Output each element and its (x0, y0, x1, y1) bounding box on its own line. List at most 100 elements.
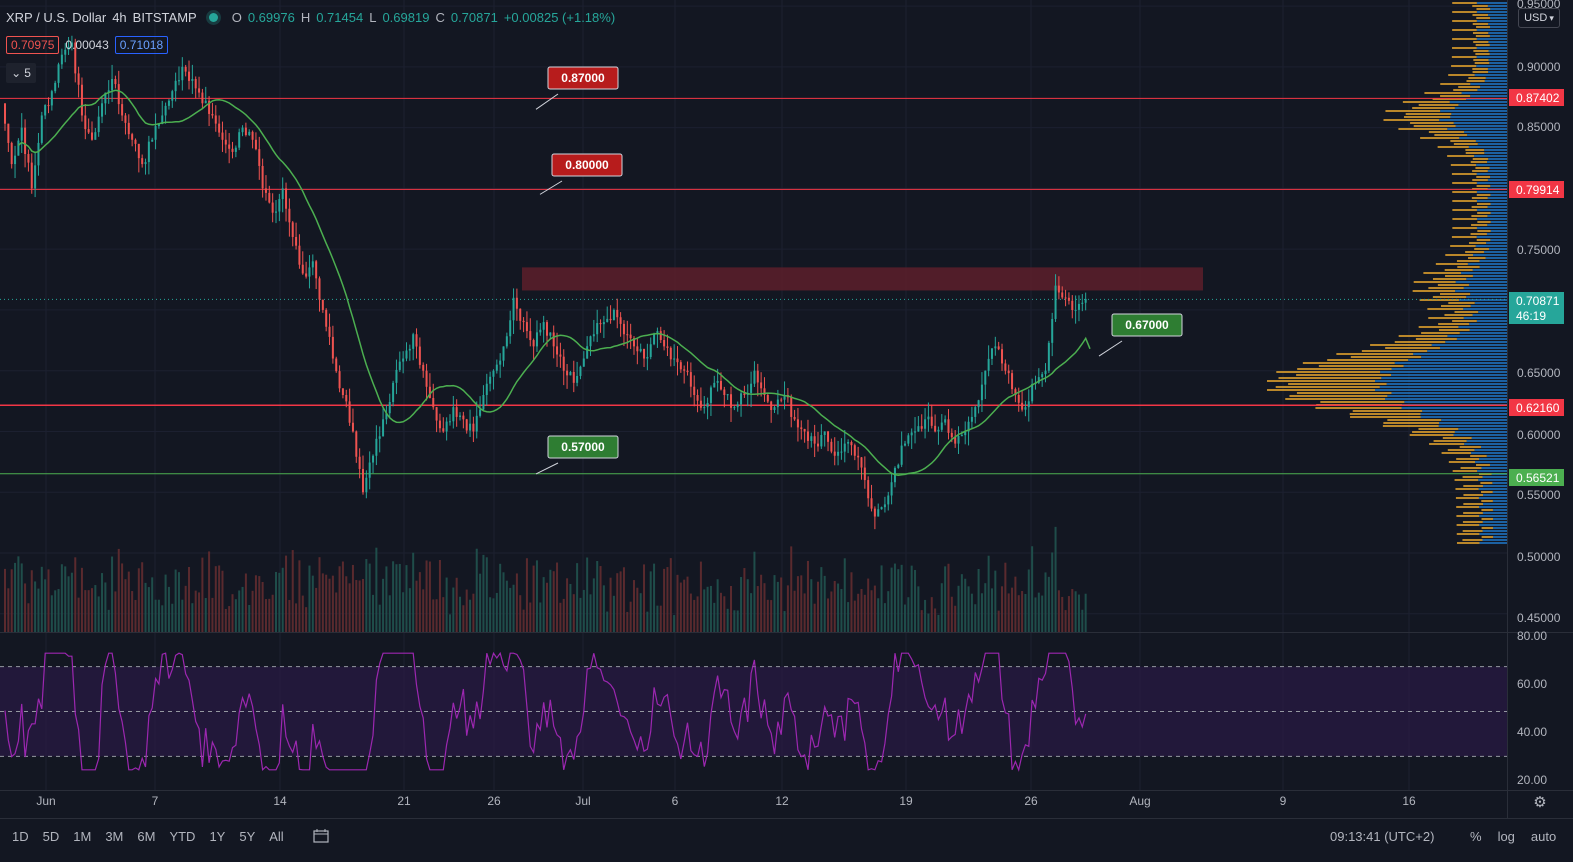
sell-price-button[interactable]: 0.70975 (6, 36, 60, 54)
volume-bar (636, 587, 639, 632)
volume-bar (44, 579, 47, 632)
currency-button[interactable]: USD ▾ (1518, 8, 1560, 28)
horizontal-levels[interactable] (0, 97, 1507, 475)
volume-profile-bar (1451, 56, 1477, 58)
volume-profile-bar (1490, 17, 1507, 19)
range-button-1y[interactable]: 1Y (209, 829, 226, 844)
range-button-1d[interactable]: 1D (12, 829, 29, 844)
volume-bar (87, 590, 90, 632)
volume-profile-bar (1478, 479, 1507, 481)
symbol-name[interactable]: XRP / U.S. Dollar (6, 10, 107, 25)
price-callouts[interactable]: 0.87000 0.80000 0.67000 0.57000 (535, 66, 1183, 475)
volume-profile-bar (1433, 440, 1467, 442)
candle-body (459, 415, 462, 417)
volume-bar (997, 610, 1000, 632)
volume-profile-bar (1476, 464, 1490, 466)
volume-profile-bar (1450, 116, 1507, 118)
volume-bar (669, 558, 672, 632)
price-callout[interactable]: 0.67000 (1098, 313, 1183, 357)
volume-bar (786, 585, 789, 632)
volume-bar (944, 566, 947, 632)
volume-bar (893, 563, 896, 632)
volume-profile-bar (1469, 329, 1507, 331)
volume-profile-bar (1276, 371, 1381, 373)
volume-bar (994, 570, 997, 632)
volume-bar (1014, 576, 1017, 632)
volume-bar (335, 592, 338, 632)
range-button-5d[interactable]: 5D (42, 829, 60, 844)
volume-profile-bar (1489, 26, 1507, 28)
range-button-5y[interactable]: 5Y (239, 829, 256, 844)
candle-body (188, 71, 191, 81)
volume-bar (201, 557, 204, 632)
candle-body (1021, 402, 1024, 410)
volume-profile-bar (1453, 143, 1478, 145)
candle-body (576, 375, 579, 383)
volume-bar (1001, 586, 1004, 632)
range-button-all[interactable]: All (269, 829, 284, 844)
candle-body (285, 188, 288, 209)
resistance-zone[interactable] (522, 267, 1203, 291)
range-button-ytd[interactable]: YTD (169, 829, 196, 844)
range-button-1m[interactable]: 1M (73, 829, 92, 844)
volume-profile-bar (1482, 530, 1507, 532)
volume-profile-bar (1435, 263, 1468, 265)
candle-body (980, 384, 983, 401)
price-callout[interactable]: 0.80000 (539, 153, 623, 195)
volume-profile-bar (1481, 518, 1493, 520)
candle-body (927, 416, 930, 420)
percent-scale-button[interactable]: % (1470, 829, 1482, 844)
volume-profile-bar (1428, 131, 1465, 133)
volume-bar (167, 586, 170, 632)
indicators-toggle-button[interactable]: ⌄ 5 (6, 63, 36, 83)
volume-profile-bar (1473, 59, 1489, 61)
candle-body (308, 267, 311, 277)
volume-profile-bar (1479, 506, 1507, 508)
price-axis[interactable]: 0.95000 0.90000 0.85000 0.75000 0.65000 0.600… (1509, 0, 1564, 625)
range-button-3m[interactable]: 3M (105, 829, 124, 844)
volume-bar (191, 603, 194, 632)
candle-body (1027, 401, 1030, 408)
candle-body (479, 409, 482, 416)
log-scale-button[interactable]: log (1497, 829, 1515, 844)
volume-profile-bar (1471, 206, 1488, 208)
volume-profile-bar (1478, 488, 1507, 490)
candle-body (1054, 285, 1057, 319)
candle-body (54, 82, 57, 92)
volume-bar (218, 565, 221, 632)
candle-body (10, 142, 13, 165)
range-button-6m[interactable]: 6M (137, 829, 156, 844)
price-callout[interactable]: 0.87000 (535, 66, 619, 110)
volume-bar (756, 586, 759, 632)
candle-body (964, 431, 967, 436)
volume-profile-bar (1489, 35, 1507, 37)
settings-gear-icon[interactable]: ⚙ (1533, 793, 1546, 811)
volume-profile-bar (1463, 287, 1507, 289)
candle-body (673, 358, 676, 360)
callout-box (551, 153, 623, 177)
volume-profile-bar (1482, 521, 1507, 523)
time-axis[interactable]: Jun 7 14 21 26 Jul 6 12 19 26 Aug 9 16 ⚙ (36, 793, 1546, 811)
buy-price-button[interactable]: 0.71018 (114, 36, 169, 54)
volume-profile-bar (1450, 140, 1476, 142)
volume-bar (388, 595, 391, 632)
volume-profile-bar (1302, 362, 1395, 364)
candle-body (94, 132, 97, 140)
symbol-interval[interactable]: 4h (112, 10, 127, 25)
volume-profile-bar (1481, 467, 1507, 469)
candle-body (318, 278, 321, 300)
volume-bar (750, 593, 753, 632)
volume-profile-bar (1452, 38, 1477, 40)
volume-profile-bar (1267, 380, 1375, 382)
volume-profile-bar (1470, 233, 1487, 235)
volume-profile-bar (1483, 251, 1507, 253)
clock-timezone[interactable]: 09:13:41 (UTC+2) (1330, 829, 1435, 844)
candle-body (984, 370, 987, 385)
auto-scale-button[interactable]: auto (1530, 829, 1557, 844)
price-tick-label: 0.95000 (1517, 0, 1561, 11)
date-range-calendar-icon[interactable] (312, 828, 332, 846)
price-callout[interactable]: 0.57000 (535, 435, 619, 475)
volume-profile-bar (1472, 275, 1507, 277)
candle-body (204, 100, 207, 104)
